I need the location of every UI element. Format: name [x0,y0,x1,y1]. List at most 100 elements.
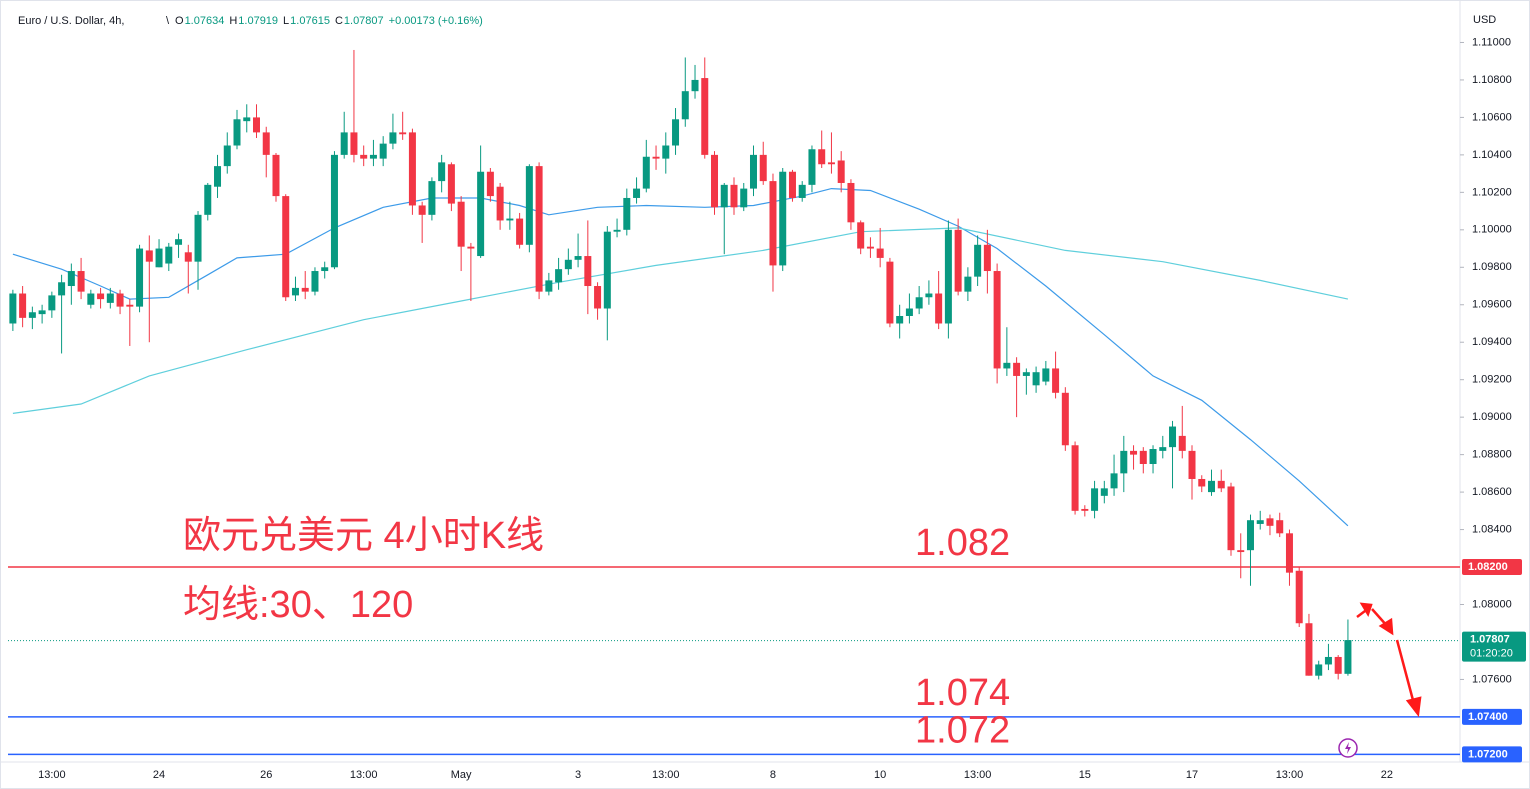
candle-body [1042,368,1050,382]
level-badge-label: 1.08200 [1468,561,1508,573]
candle-body [584,256,592,287]
x-tick-label: 24 [153,769,165,781]
candle-body [223,145,231,167]
candle-body [291,287,299,296]
candle-body [155,248,163,268]
candle-body [19,293,27,318]
candle-body [613,229,621,232]
y-tick-label: 1.09000 [1472,411,1512,423]
x-tick-label: 13:00 [1276,769,1304,781]
x-tick-label: May [451,769,472,781]
change: +0.00173 (+0.16%) [389,15,483,27]
y-tick-label: 1.07600 [1472,673,1512,685]
candle-body [1295,570,1303,624]
arrow-head [1405,696,1422,718]
candle-body [369,154,377,159]
candle-body [993,271,1001,369]
candle-body [886,261,894,324]
ohlc-value: 1.07919 [238,15,278,27]
candle-body [408,132,416,206]
level-badge [1462,708,1522,725]
candle-body [165,246,173,264]
y-tick-label: 1.08000 [1472,598,1512,610]
candle-body [428,181,436,215]
y-tick-label: 1.10400 [1472,149,1512,161]
y-tick-label: 1.08600 [1472,486,1512,498]
candle-body [1061,392,1069,446]
x-tick-label: 22 [1381,769,1393,781]
x-tick-label: 3 [575,769,581,781]
forecast-arrows [1356,602,1422,718]
candle-body [126,304,134,307]
y-tick-label: 1.10800 [1472,74,1512,86]
candle-body [1198,478,1206,487]
candle-body [67,271,75,287]
candle-body [350,132,358,155]
x-tick-label: 13:00 [964,769,992,781]
candle-body [321,267,329,272]
candle-body [1159,447,1167,451]
candle-body [389,132,397,144]
candle-body [38,310,46,315]
candle-body [438,162,446,182]
ohlc-value: 1.07807 [344,15,384,27]
candle-body [974,244,982,277]
x-tick-label: 17 [1186,769,1198,781]
last-price-badge [1462,631,1526,662]
candle-body [564,259,572,270]
y-tick-label: 1.11000 [1472,36,1511,48]
candle-body [1237,550,1245,553]
candle-body [1139,450,1147,464]
candle-body [594,286,602,309]
x-tick-label: 13:00 [652,769,680,781]
candle-body [847,182,855,223]
overlay: 欧元兑美元 4小时K线 均线:30、120 [183,515,1422,758]
candle-body [252,117,260,133]
candle-body [87,293,95,305]
candle-body [1344,640,1352,674]
x-tick-label: 15 [1079,769,1091,781]
x-tick-label: 26 [260,769,272,781]
candle-body [360,154,368,159]
candle-body [749,154,757,189]
y-tick-label: 1.10200 [1472,186,1512,198]
candle-body [1324,656,1332,665]
candle-body [1169,426,1177,448]
candle-body [633,188,641,198]
candle-body [623,197,631,230]
candle-body [447,164,455,204]
candle-body [574,256,582,260]
candle-body [1178,435,1186,451]
level-label: 1.074 [915,672,1010,714]
candle-body [642,156,650,189]
level-badge [1462,746,1522,763]
candle-body [827,162,835,165]
candle-body [467,246,475,249]
candle-body [486,171,494,197]
event-icon[interactable] [1338,738,1358,758]
candle-body [866,246,874,249]
candle-body [1110,473,1118,489]
candle-body [808,149,816,185]
candle-body [818,149,826,165]
candle-body [779,171,787,266]
candle-body [1003,362,1011,369]
candle-body [720,184,728,208]
candle-body [496,186,504,221]
candle-body [1120,450,1128,474]
countdown: 01:20:20 [1470,648,1513,660]
level-badge-label: 1.07200 [1468,748,1508,760]
arrow-head [1359,602,1373,617]
candle-body [379,143,387,159]
candle-body [204,184,212,215]
ohlc-value: 1.07615 [290,15,330,27]
candle-body [1052,368,1060,393]
candle-body [243,117,251,122]
candle-body [662,145,670,159]
candle-body [1305,623,1313,676]
candle-body [935,293,943,324]
candle-body [136,248,144,307]
x-tick-label: 10 [874,769,886,781]
